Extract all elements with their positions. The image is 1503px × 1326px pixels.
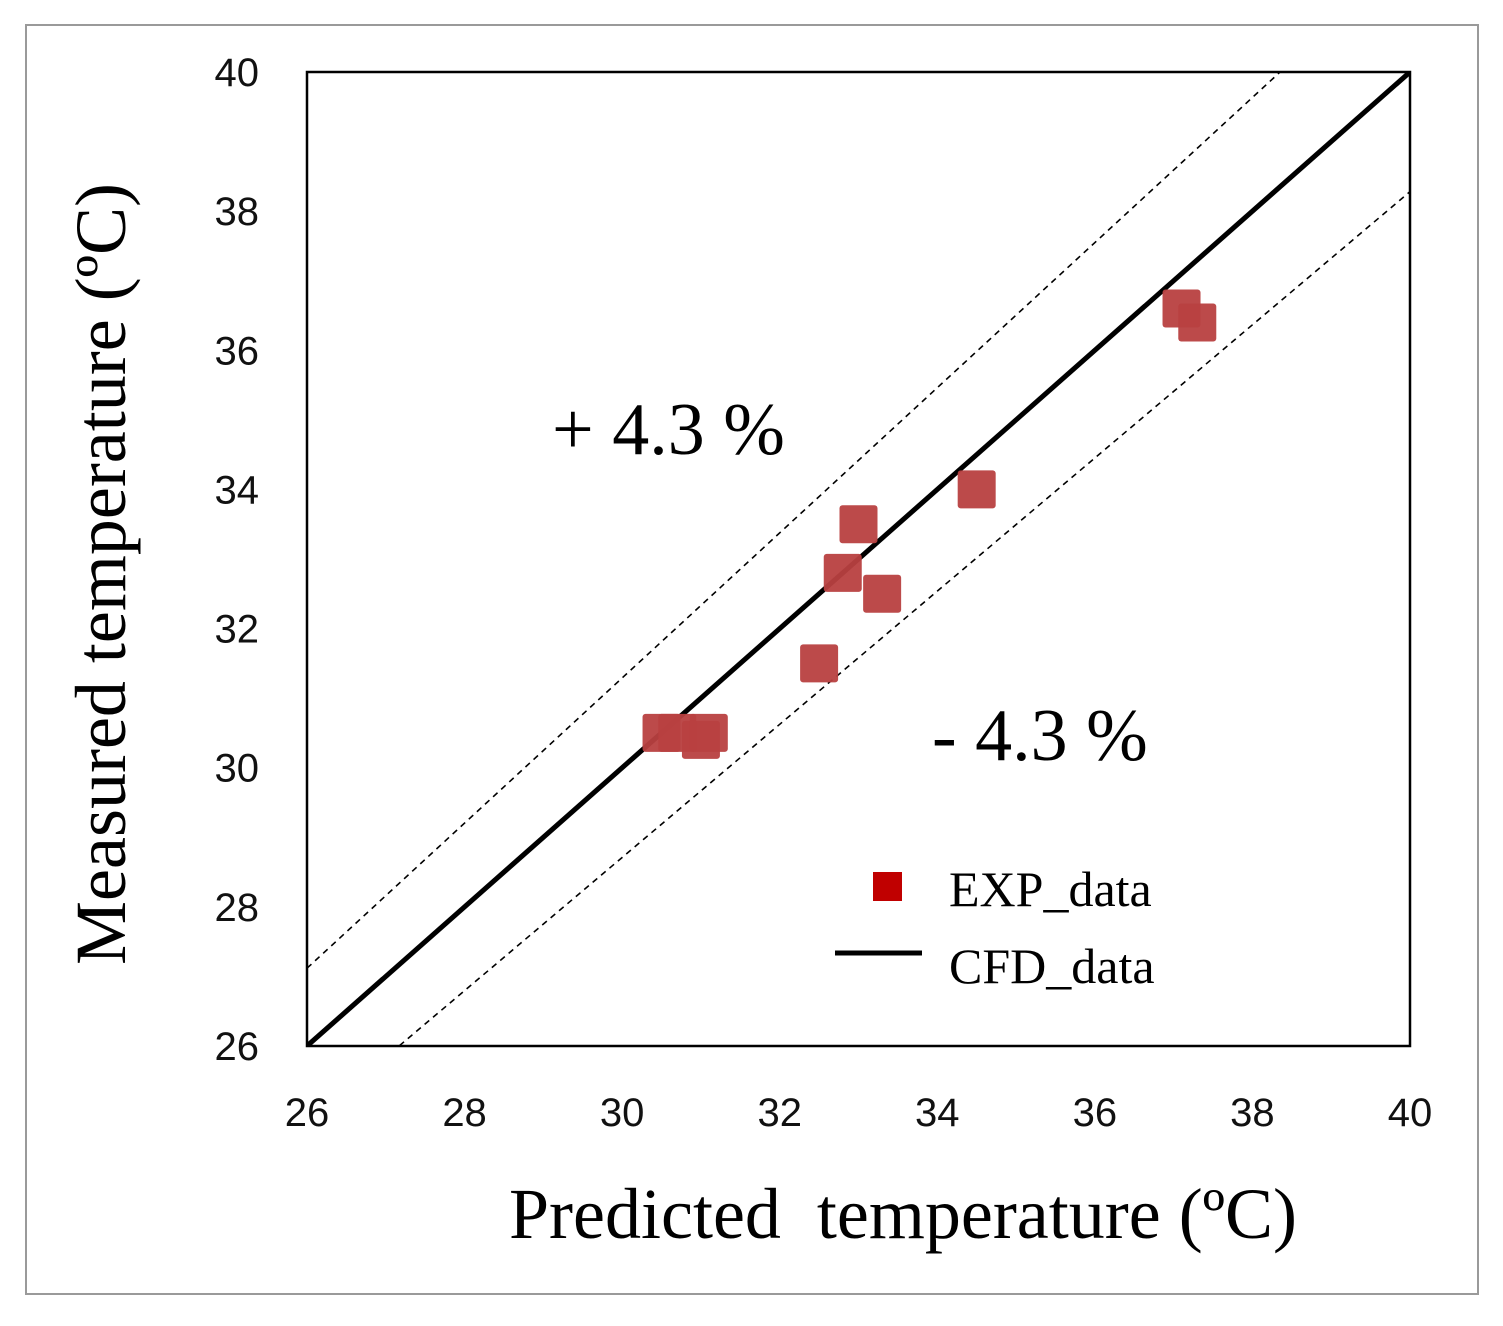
figure-frame: 26 28 30 32 34 36 38 40 26 28 30 32 34 36 38 40 Predic… [25,24,1479,1295]
x-tick-label: 28 [442,1091,487,1135]
y-tick-label: 36 [215,329,260,373]
x-tick-label: 32 [757,1091,802,1135]
lower-bound-label: - 4.3 % [932,695,1148,777]
legend-exp-label: EXP_data [949,861,1152,917]
upper-bound-label: + 4.3 % [552,389,785,471]
x-tick-label: 38 [1230,1091,1275,1135]
exp-data-point [957,470,996,509]
x-tick-label: 40 [1388,1091,1433,1135]
exp-data-point [823,553,862,592]
legend-cfd-label: CFD_data [949,938,1155,994]
y-tick-label: 30 [215,747,260,791]
legend-exp-swatch [873,872,902,901]
x-tick-label: 30 [600,1091,645,1135]
x-tick-label: 36 [1073,1091,1118,1135]
exp-data-point [863,574,902,613]
exp-data-point [839,505,878,544]
y-axis-title: Measured temperature (ºC) [61,183,141,965]
y-tick-label: 26 [215,1025,260,1069]
lower-bound-line [397,191,1410,1046]
legend: EXP_data CFD_data [835,861,1155,994]
exp-data-point [689,713,728,752]
x-tick-label: 26 [285,1091,330,1135]
y-tick-label: 32 [215,608,260,652]
upper-bound-line [307,72,1282,969]
y-tick-label: 38 [215,190,260,234]
exp-data-point [800,644,839,683]
x-axis-title: Predicted temperature (ºC) [509,1174,1297,1254]
y-tick-label: 40 [215,51,260,95]
y-tick-label: 28 [215,886,260,930]
x-tick-label: 34 [915,1091,960,1135]
y-tick-label: 34 [215,468,260,512]
exp-data-point [1178,303,1217,342]
scatter-chart: 26 28 30 32 34 36 38 40 26 28 30 32 34 36 38 40 Predic… [61,51,1433,1254]
